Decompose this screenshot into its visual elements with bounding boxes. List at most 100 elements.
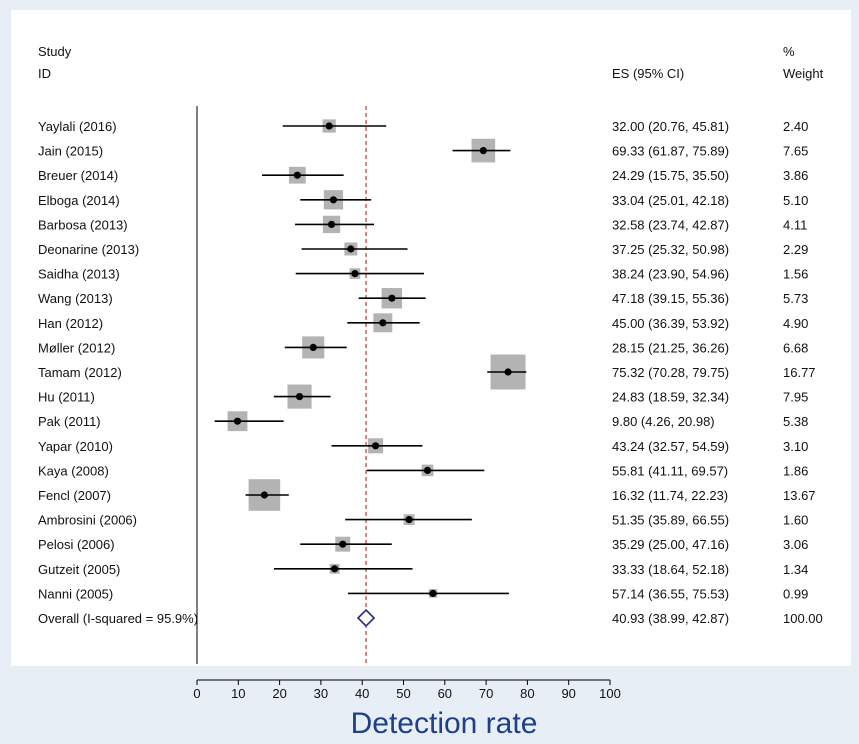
study-es-ci: 69.33 (61.87, 75.89) (612, 144, 729, 159)
study-es-ci: 51.35 (35.89, 66.55) (612, 513, 729, 528)
study-es-ci: 32.00 (20.76, 45.81) (612, 119, 729, 134)
study-weight: 1.56 (783, 267, 808, 282)
study-weight: 2.40 (783, 119, 808, 134)
point-estimate (339, 540, 347, 548)
study-weight: 3.86 (783, 168, 808, 183)
study-row: Møller (2012) 28.15 (21.25, 36.26) 6.68 (38, 336, 808, 359)
study-es-ci: 32.58 (23.74, 42.87) (612, 217, 729, 232)
study-row: Fencl (2007) 16.32 (11.74, 22.23) 13.67 (38, 479, 816, 511)
x-tick-label: 40 (355, 686, 369, 701)
x-tick-label: 100 (599, 686, 621, 701)
point-estimate (423, 466, 432, 474)
study-label: Han (2012) (38, 316, 103, 331)
study-label: Hu (2011) (38, 390, 95, 405)
point-estimate (379, 319, 387, 327)
x-tick-label: 50 (396, 686, 410, 701)
study-row: Hu (2011) 24.83 (18.59, 32.34) 7.95 (38, 384, 808, 409)
study-row: Yapar (2010) 43.24 (32.57, 54.59) 3.10 (38, 438, 808, 454)
study-label: Elboga (2014) (38, 193, 120, 208)
study-label: Pak (2011) (38, 414, 101, 429)
point-estimate (347, 245, 355, 253)
study-weight: 3.06 (783, 537, 808, 552)
point-estimate (260, 491, 269, 499)
header-study: Study (38, 44, 72, 59)
x-tick-label: 80 (520, 686, 534, 701)
plot-panel (11, 10, 851, 666)
study-row: Breuer (2014) 24.29 (15.75, 35.50) 3.86 (38, 166, 808, 184)
study-es-ci: 33.33 (18.64, 52.18) (612, 562, 729, 577)
point-estimate (351, 270, 359, 278)
study-weight: 3.10 (783, 439, 808, 454)
header-id: ID (38, 66, 51, 81)
study-weight: 5.10 (783, 193, 808, 208)
study-row: Ambrosini (2006) 51.35 (35.89, 66.55) 1.60 (38, 513, 808, 528)
study-weight: 6.68 (783, 340, 808, 355)
x-tick-label: 90 (561, 686, 575, 701)
study-es-ci: 47.18 (39.15, 55.36) (612, 291, 729, 306)
point-estimate (327, 220, 336, 228)
point-estimate (331, 565, 339, 573)
study-label: Kaya (2008) (38, 463, 109, 478)
overall-row: Overall (I-squared = 95.9%) 40.93 (38.99,… (38, 608, 823, 628)
study-row: Wang (2013) 47.18 (39.15, 55.36) 5.73 (38, 287, 808, 309)
study-label: Tamam (2012) (38, 365, 122, 380)
study-es-ci: 16.32 (11.74, 22.23) (612, 488, 728, 503)
study-weight: 16.77 (783, 365, 816, 380)
point-estimate (405, 516, 413, 524)
header-es-ci: ES (95% CI) (612, 66, 684, 81)
overall-es-ci: 40.93 (38.99, 42.87) (612, 611, 729, 626)
study-weight: 1.60 (783, 513, 808, 528)
x-tick-label: 70 (479, 686, 493, 701)
study-es-ci: 9.80 (4.26, 20.98) (612, 414, 715, 429)
x-tick-label: 60 (438, 686, 452, 701)
study-weight: 1.34 (783, 562, 808, 577)
study-weight: 7.95 (783, 390, 808, 405)
x-axis-label: Detection rate (351, 707, 538, 740)
overall-label: Overall (I-squared = 95.9%) (38, 611, 198, 626)
study-weight: 7.65 (783, 144, 808, 159)
study-label: Deonarine (2013) (38, 242, 139, 257)
point-estimate (429, 589, 437, 598)
study-row: Gutzeit (2005) 33.33 (18.64, 52.18) 1.34 (38, 562, 808, 577)
point-estimate (325, 122, 333, 130)
study-es-ci: 75.32 (70.28, 79.75) (612, 365, 729, 380)
study-es-ci: 24.83 (18.59, 32.34) (612, 390, 729, 405)
study-es-ci: 43.24 (32.57, 54.59) (612, 439, 729, 454)
study-label: Fencl (2007) (38, 488, 111, 503)
study-row: Jain (2015) 69.33 (61.87, 75.89) 7.65 (38, 138, 808, 163)
study-row: Elboga (2014) 33.04 (25.01, 42.18) 5.10 (38, 190, 808, 210)
study-weight: 2.29 (783, 242, 808, 257)
study-weight: 13.67 (783, 488, 816, 503)
study-weight: 0.99 (783, 586, 808, 601)
study-es-ci: 55.81 (41.11, 69.57) (612, 463, 728, 478)
study-row: Han (2012) 45.00 (36.39, 53.92) 4.90 (38, 313, 808, 333)
study-weight: 5.73 (783, 291, 808, 306)
study-row: Tamam (2012) 75.32 (70.28, 79.75) 16.77 (38, 354, 816, 390)
study-label: Barbosa (2013) (38, 217, 128, 232)
point-estimate (293, 171, 301, 179)
point-estimate (329, 196, 338, 204)
study-row: Deonarine (2013) 37.25 (25.32, 50.98) 2.29 (38, 242, 808, 257)
x-tick-label: 10 (231, 686, 245, 701)
x-tick-label: 30 (314, 686, 328, 701)
study-label: Breuer (2014) (38, 168, 118, 183)
study-label: Gutzeit (2005) (38, 562, 120, 577)
header-weight: Weight (783, 66, 824, 81)
study-label: Jain (2015) (38, 144, 103, 159)
point-estimate (309, 343, 317, 351)
study-weight: 4.11 (783, 217, 807, 232)
overall-diamond (356, 608, 376, 628)
study-label: Wang (2013) (38, 291, 113, 306)
study-es-ci: 57.14 (36.55, 75.53) (612, 586, 729, 601)
study-es-ci: 33.04 (25.01, 42.18) (612, 193, 729, 208)
study-row: Kaya (2008) 55.81 (41.11, 69.57) 1.86 (38, 463, 808, 478)
overall-weight: 100.00 (783, 611, 823, 626)
study-label: Pelosi (2006) (38, 537, 115, 552)
study-label: Nanni (2005) (38, 586, 113, 601)
study-label: Møller (2012) (38, 340, 115, 355)
study-es-ci: 37.25 (25.32, 50.98) (612, 242, 729, 257)
study-weight: 5.38 (783, 414, 808, 429)
point-estimate (295, 393, 304, 401)
study-row: Nanni (2005) 57.14 (36.55, 75.53) 0.99 (38, 586, 808, 601)
